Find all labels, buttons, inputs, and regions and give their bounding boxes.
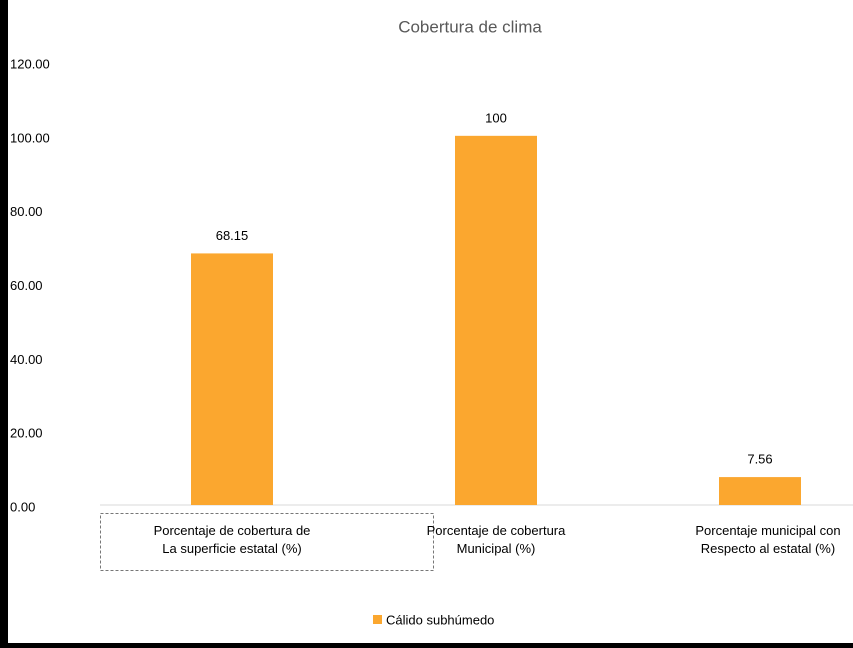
y-tick-label: 120.00 (10, 56, 50, 71)
legend-swatch (373, 615, 382, 624)
y-tick-label: 60.00 (10, 278, 43, 293)
data-label: 68.15 (216, 228, 249, 243)
bar (191, 253, 273, 505)
y-tick-label: 100.00 (10, 130, 50, 145)
y-tick-label: 20.00 (10, 426, 43, 441)
y-tick-label: 40.00 (10, 352, 43, 367)
x-tick-label: Porcentaje de cobertura de La superficie… (153, 523, 311, 556)
chart-title: Cobertura de clima (398, 17, 542, 36)
frame-left (0, 0, 8, 648)
frame-bottom (0, 643, 853, 648)
y-tick-label: 80.00 (10, 204, 43, 219)
y-tick-label: 0.00 (10, 499, 35, 514)
x-tick-label: Porcentaje de cobertura Municipal (%) (426, 523, 566, 556)
data-label: 7.56 (747, 452, 772, 467)
selection-box (100, 513, 434, 571)
bar (719, 477, 801, 505)
x-tick-label: Porcentaje municipal con Respecto al est… (695, 523, 841, 556)
legend-label: Cálido subhúmedo (386, 612, 494, 627)
bar (455, 135, 537, 506)
data-label: 100 (485, 110, 507, 125)
